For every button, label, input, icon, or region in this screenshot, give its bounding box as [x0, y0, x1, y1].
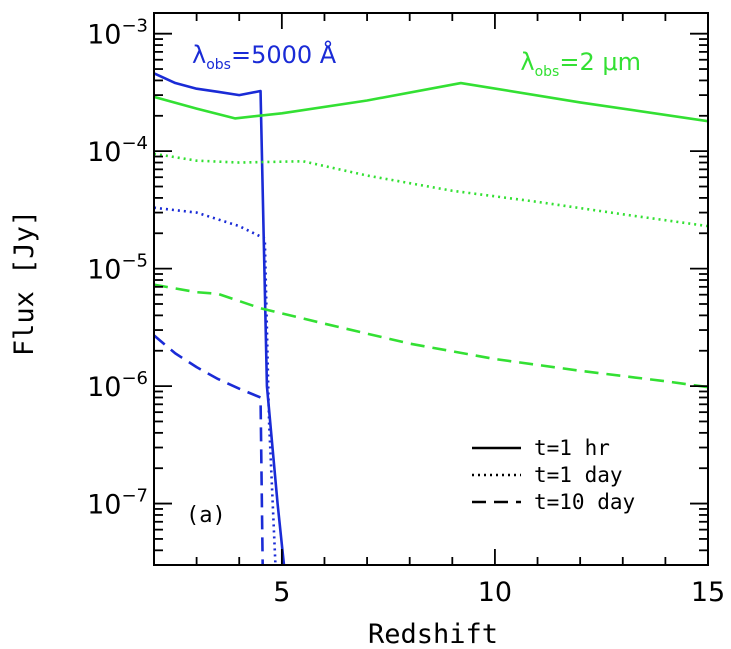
- x-tick-label: 10: [478, 577, 512, 608]
- x-axis-title: Redshift: [368, 619, 498, 649]
- axes-layer: 5 10 15 10−3 10−4 10−5 10−6 10−7: [87, 12, 725, 608]
- x-tick-label: 15: [691, 577, 725, 608]
- y-tick-label: 10−4: [87, 133, 148, 168]
- data-layer: [154, 72, 708, 565]
- series-line-5000a-t-10-day: [154, 334, 264, 565]
- y-tick-label: 10−6: [87, 368, 148, 403]
- wavelength-annotation: λobs=5000 Å: [192, 40, 337, 73]
- panel-label: (a): [186, 503, 226, 528]
- series-line-2um-t-1-hr: [154, 81, 708, 123]
- y-tick-label: 10−7: [87, 486, 148, 521]
- legend-label: t=1 day: [534, 463, 623, 487]
- series-line-2um-t-1-day: [154, 152, 708, 228]
- x-tick-label: 5: [273, 577, 290, 608]
- y-tick-label: 10−5: [87, 251, 148, 286]
- wavelength-annotation: λobs=2 μm: [520, 48, 641, 80]
- legend: t=1 hr t=1 day t=10 day: [472, 436, 635, 514]
- legend-label: t=10 day: [534, 490, 635, 514]
- plot-frame: [153, 12, 709, 566]
- y-tick-label: 10−3: [87, 16, 148, 51]
- series-line-2um-t-10-day: [154, 283, 708, 389]
- legend-label: t=1 hr: [534, 436, 610, 460]
- series-line-5000a-t-1-hr: [154, 72, 286, 565]
- annotation-layer: λobs=5000 Å λobs=2 μm: [192, 40, 641, 80]
- y-axis-title: Flux [Jy]: [9, 210, 40, 356]
